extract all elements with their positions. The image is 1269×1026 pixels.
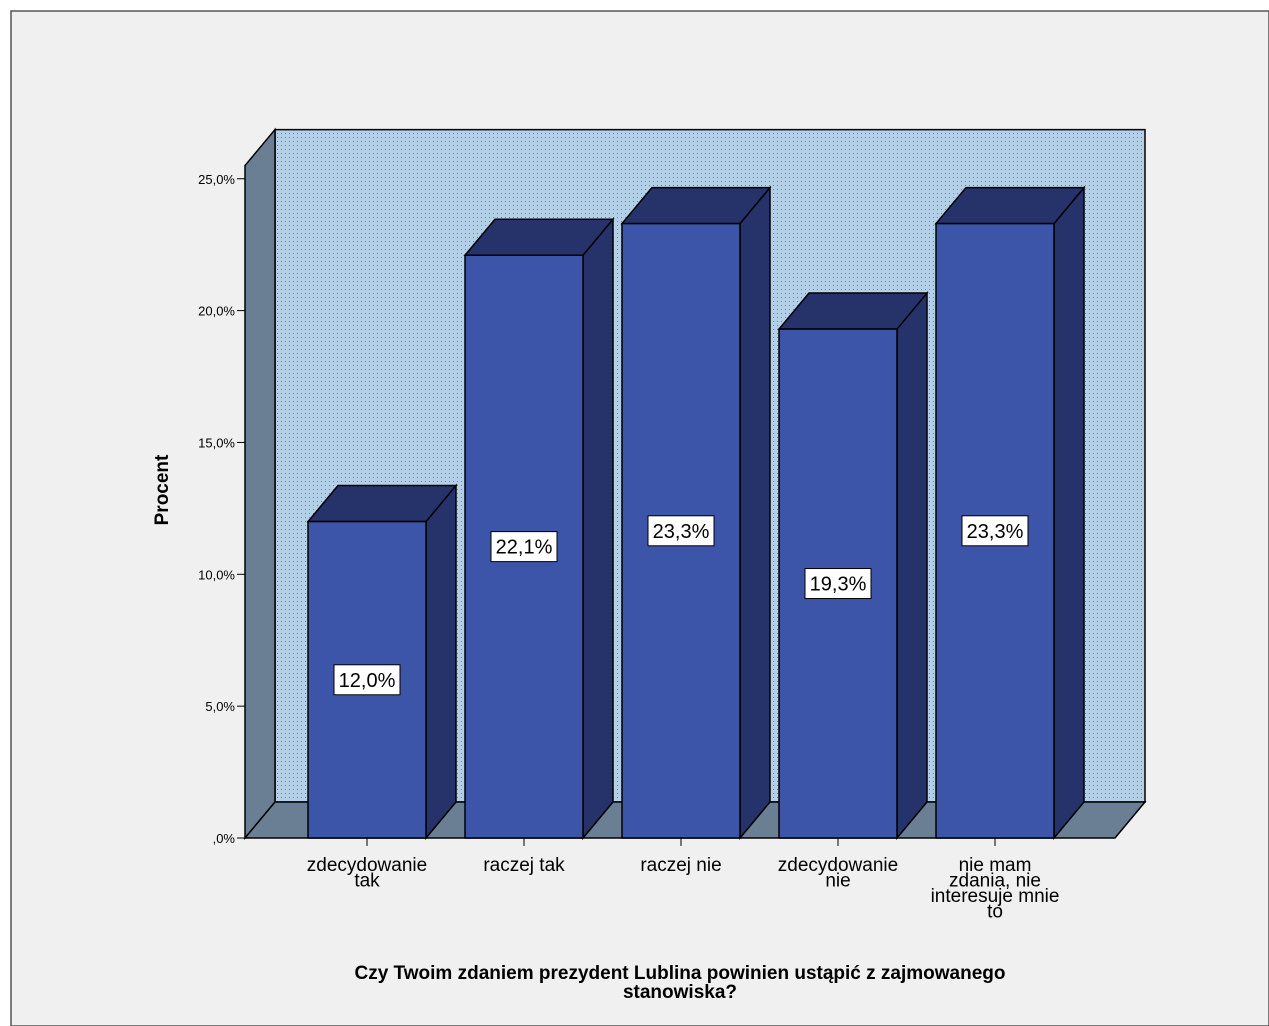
y-tick-label: 25,0% [198, 172, 235, 187]
bar-group: 23,3% nie mam zdania, nie interesuje mnie to [931, 185, 1086, 923]
bar-side [425, 483, 457, 841]
data-label: 12,0% [339, 670, 396, 692]
y-tick-label: 15,0% [198, 435, 235, 450]
bars: 12,0% zdecydowanie tak 22,1% raczej tak 23,3%… [306, 185, 1086, 923]
bar-group: 12,0% zdecydowanie tak [306, 483, 458, 892]
y-tick-label: 10,0% [198, 567, 235, 582]
data-label-box [490, 531, 558, 563]
bar-group: 22,1% raczej tak [463, 217, 615, 876]
x-tick-label: zdecydowanie tak [307, 855, 427, 892]
y-tick-label: ,0% [213, 831, 236, 846]
data-label-box [647, 515, 715, 547]
y-tick-label: 5,0% [205, 699, 235, 714]
data-label: 19,3% [810, 574, 867, 596]
x-tick-label: nie mam zdania, nie interesuje mnie to [931, 855, 1060, 923]
bar-group: 23,3% raczej nie [620, 185, 772, 876]
data-label: 23,3% [653, 521, 710, 543]
bar-group: 19,3% zdecydowanie nie [777, 290, 929, 892]
y-axis-title: Procent [152, 454, 173, 525]
bar-side [1053, 185, 1085, 841]
y-axis: ,0% 5,0% 10,0% 15,0% 20,0% 25,0% [198, 165, 246, 846]
x-tick-label: raczej tak [483, 855, 565, 876]
data-label-box [961, 515, 1029, 547]
side-wall [244, 127, 276, 841]
bar-side [582, 217, 614, 841]
x-tick-label: raczej nie [640, 855, 721, 876]
bar-side [896, 290, 928, 841]
data-label: 22,1% [496, 537, 553, 559]
data-label-box [804, 568, 872, 600]
x-tick-label: zdecydowanie nie [778, 855, 898, 892]
data-label: 23,3% [967, 521, 1024, 543]
y-tick-label: 20,0% [198, 304, 235, 319]
x-axis-title: Czy Twoim zdaniem prezydent Lublina powi… [354, 963, 1005, 1003]
bar-side [739, 185, 771, 841]
data-label-box [333, 664, 401, 696]
